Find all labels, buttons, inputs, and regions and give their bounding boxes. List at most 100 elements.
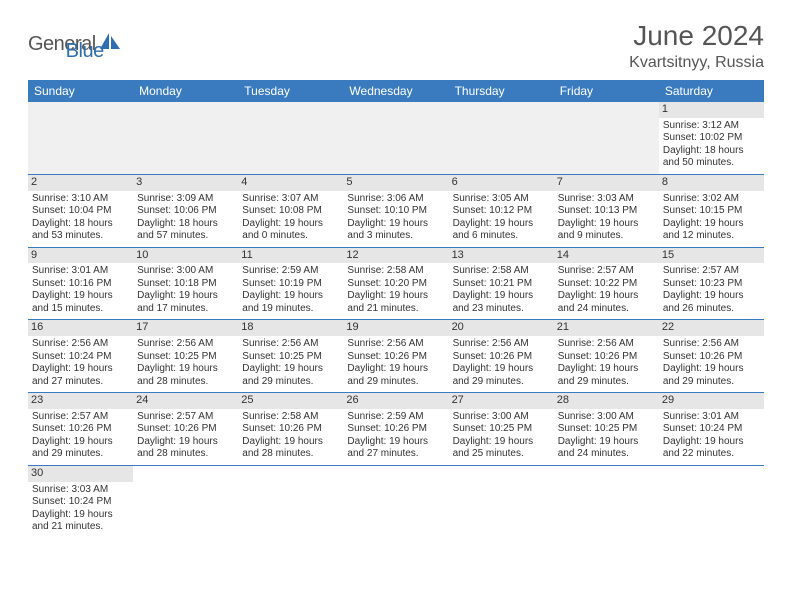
sunrise-text: Sunrise: 3:07 AM [242, 193, 339, 206]
day-details: Sunrise: 2:57 AMSunset: 10:26 PMDaylight… [32, 411, 129, 461]
sunset-text: Sunset: 10:24 PM [32, 351, 129, 364]
day-cell: 13Sunrise: 2:58 AMSunset: 10:21 PMDaylig… [449, 247, 554, 320]
day-number: 15 [659, 248, 764, 264]
sunset-text: Sunset: 10:16 PM [32, 278, 129, 291]
day-cell: 11Sunrise: 2:59 AMSunset: 10:19 PMDaylig… [238, 247, 343, 320]
day-cell: 20Sunrise: 2:56 AMSunset: 10:26 PMDaylig… [449, 320, 554, 393]
day-cell: 15Sunrise: 2:57 AMSunset: 10:23 PMDaylig… [659, 247, 764, 320]
sunrise-text: Sunrise: 2:58 AM [347, 265, 444, 278]
daylight-text: Daylight: 19 hours and 28 minutes. [137, 363, 234, 388]
daylight-text: Daylight: 18 hours and 50 minutes. [663, 145, 760, 170]
daylight-text: Daylight: 19 hours and 26 minutes. [663, 290, 760, 315]
day-number: 1 [659, 102, 764, 118]
day-cell: 29Sunrise: 3:01 AMSunset: 10:24 PMDaylig… [659, 393, 764, 466]
daylight-text: Daylight: 19 hours and 29 minutes. [242, 363, 339, 388]
day-header: Thursday [449, 80, 554, 102]
daylight-text: Daylight: 19 hours and 23 minutes. [453, 290, 550, 315]
day-details: Sunrise: 3:00 AMSunset: 10:18 PMDaylight… [137, 265, 234, 315]
day-cell: 14Sunrise: 2:57 AMSunset: 10:22 PMDaylig… [554, 247, 659, 320]
sunrise-text: Sunrise: 3:09 AM [137, 193, 234, 206]
day-details: Sunrise: 2:57 AMSunset: 10:23 PMDaylight… [663, 265, 760, 315]
month-title: June 2024 [629, 20, 764, 52]
calendar-table: Sunday Monday Tuesday Wednesday Thursday… [28, 80, 764, 538]
week-row: 30Sunrise: 3:03 AMSunset: 10:24 PMDaylig… [28, 465, 764, 537]
sunset-text: Sunset: 10:20 PM [347, 278, 444, 291]
week-row: 9Sunrise: 3:01 AMSunset: 10:16 PMDayligh… [28, 247, 764, 320]
sunset-text: Sunset: 10:25 PM [558, 423, 655, 436]
day-details: Sunrise: 2:56 AMSunset: 10:24 PMDaylight… [32, 338, 129, 388]
day-cell [238, 465, 343, 537]
sunrise-text: Sunrise: 3:03 AM [32, 484, 129, 497]
day-cell [449, 465, 554, 537]
day-details: Sunrise: 2:56 AMSunset: 10:26 PMDaylight… [453, 338, 550, 388]
daylight-text: Daylight: 19 hours and 0 minutes. [242, 218, 339, 243]
day-cell [449, 102, 554, 174]
week-row: 23Sunrise: 2:57 AMSunset: 10:26 PMDaylig… [28, 393, 764, 466]
day-cell [343, 102, 448, 174]
day-cell: 28Sunrise: 3:00 AMSunset: 10:25 PMDaylig… [554, 393, 659, 466]
sunrise-text: Sunrise: 3:00 AM [453, 411, 550, 424]
day-header: Monday [133, 80, 238, 102]
sunset-text: Sunset: 10:26 PM [32, 423, 129, 436]
sunset-text: Sunset: 10:10 PM [347, 205, 444, 218]
day-cell: 8Sunrise: 3:02 AMSunset: 10:15 PMDayligh… [659, 174, 764, 247]
day-number: 18 [238, 320, 343, 336]
day-header: Saturday [659, 80, 764, 102]
daylight-text: Daylight: 19 hours and 25 minutes. [453, 436, 550, 461]
day-number: 6 [449, 175, 554, 191]
sunrise-text: Sunrise: 3:06 AM [347, 193, 444, 206]
day-details: Sunrise: 3:12 AMSunset: 10:02 PMDaylight… [663, 120, 760, 170]
day-cell: 21Sunrise: 2:56 AMSunset: 10:26 PMDaylig… [554, 320, 659, 393]
daylight-text: Daylight: 19 hours and 19 minutes. [242, 290, 339, 315]
day-cell: 22Sunrise: 2:56 AMSunset: 10:26 PMDaylig… [659, 320, 764, 393]
day-number: 25 [238, 393, 343, 409]
day-details: Sunrise: 2:56 AMSunset: 10:25 PMDaylight… [242, 338, 339, 388]
day-details: Sunrise: 2:56 AMSunset: 10:26 PMDaylight… [663, 338, 760, 388]
title-block: June 2024 Kvartsitnyy, Russia [629, 20, 764, 72]
week-row: 2Sunrise: 3:10 AMSunset: 10:04 PMDayligh… [28, 174, 764, 247]
day-details: Sunrise: 2:57 AMSunset: 10:22 PMDaylight… [558, 265, 655, 315]
day-cell: 25Sunrise: 2:58 AMSunset: 10:26 PMDaylig… [238, 393, 343, 466]
day-cell: 26Sunrise: 2:59 AMSunset: 10:26 PMDaylig… [343, 393, 448, 466]
day-number: 17 [133, 320, 238, 336]
sunrise-text: Sunrise: 2:56 AM [242, 338, 339, 351]
daylight-text: Daylight: 19 hours and 29 minutes. [453, 363, 550, 388]
day-cell [554, 465, 659, 537]
day-cell: 19Sunrise: 2:56 AMSunset: 10:26 PMDaylig… [343, 320, 448, 393]
daylight-text: Daylight: 19 hours and 12 minutes. [663, 218, 760, 243]
header: General Blue June 2024 Kvartsitnyy, Russ… [28, 20, 764, 72]
daylight-text: Daylight: 19 hours and 21 minutes. [347, 290, 444, 315]
sunset-text: Sunset: 10:26 PM [347, 351, 444, 364]
sunset-text: Sunset: 10:25 PM [242, 351, 339, 364]
sunrise-text: Sunrise: 2:57 AM [32, 411, 129, 424]
sunrise-text: Sunrise: 3:12 AM [663, 120, 760, 133]
sunset-text: Sunset: 10:26 PM [347, 423, 444, 436]
sunset-text: Sunset: 10:24 PM [663, 423, 760, 436]
day-cell: 17Sunrise: 2:56 AMSunset: 10:25 PMDaylig… [133, 320, 238, 393]
day-number: 26 [343, 393, 448, 409]
sunset-text: Sunset: 10:25 PM [453, 423, 550, 436]
day-header: Sunday [28, 80, 133, 102]
day-cell: 16Sunrise: 2:56 AMSunset: 10:24 PMDaylig… [28, 320, 133, 393]
sunrise-text: Sunrise: 3:05 AM [453, 193, 550, 206]
day-cell: 4Sunrise: 3:07 AMSunset: 10:08 PMDayligh… [238, 174, 343, 247]
sunset-text: Sunset: 10:24 PM [32, 496, 129, 509]
day-details: Sunrise: 3:05 AMSunset: 10:12 PMDaylight… [453, 193, 550, 243]
day-number: 30 [28, 466, 133, 482]
daylight-text: Daylight: 19 hours and 9 minutes. [558, 218, 655, 243]
day-number: 23 [28, 393, 133, 409]
day-number: 28 [554, 393, 659, 409]
sunrise-text: Sunrise: 3:00 AM [558, 411, 655, 424]
sunrise-text: Sunrise: 2:56 AM [137, 338, 234, 351]
sunset-text: Sunset: 10:22 PM [558, 278, 655, 291]
day-details: Sunrise: 2:58 AMSunset: 10:21 PMDaylight… [453, 265, 550, 315]
sunset-text: Sunset: 10:21 PM [453, 278, 550, 291]
sunset-text: Sunset: 10:12 PM [453, 205, 550, 218]
logo: General Blue [28, 26, 104, 63]
day-cell [554, 102, 659, 174]
sunrise-text: Sunrise: 2:56 AM [663, 338, 760, 351]
day-cell: 30Sunrise: 3:03 AMSunset: 10:24 PMDaylig… [28, 465, 133, 537]
daylight-text: Daylight: 19 hours and 28 minutes. [137, 436, 234, 461]
day-number: 14 [554, 248, 659, 264]
daylight-text: Daylight: 19 hours and 24 minutes. [558, 290, 655, 315]
